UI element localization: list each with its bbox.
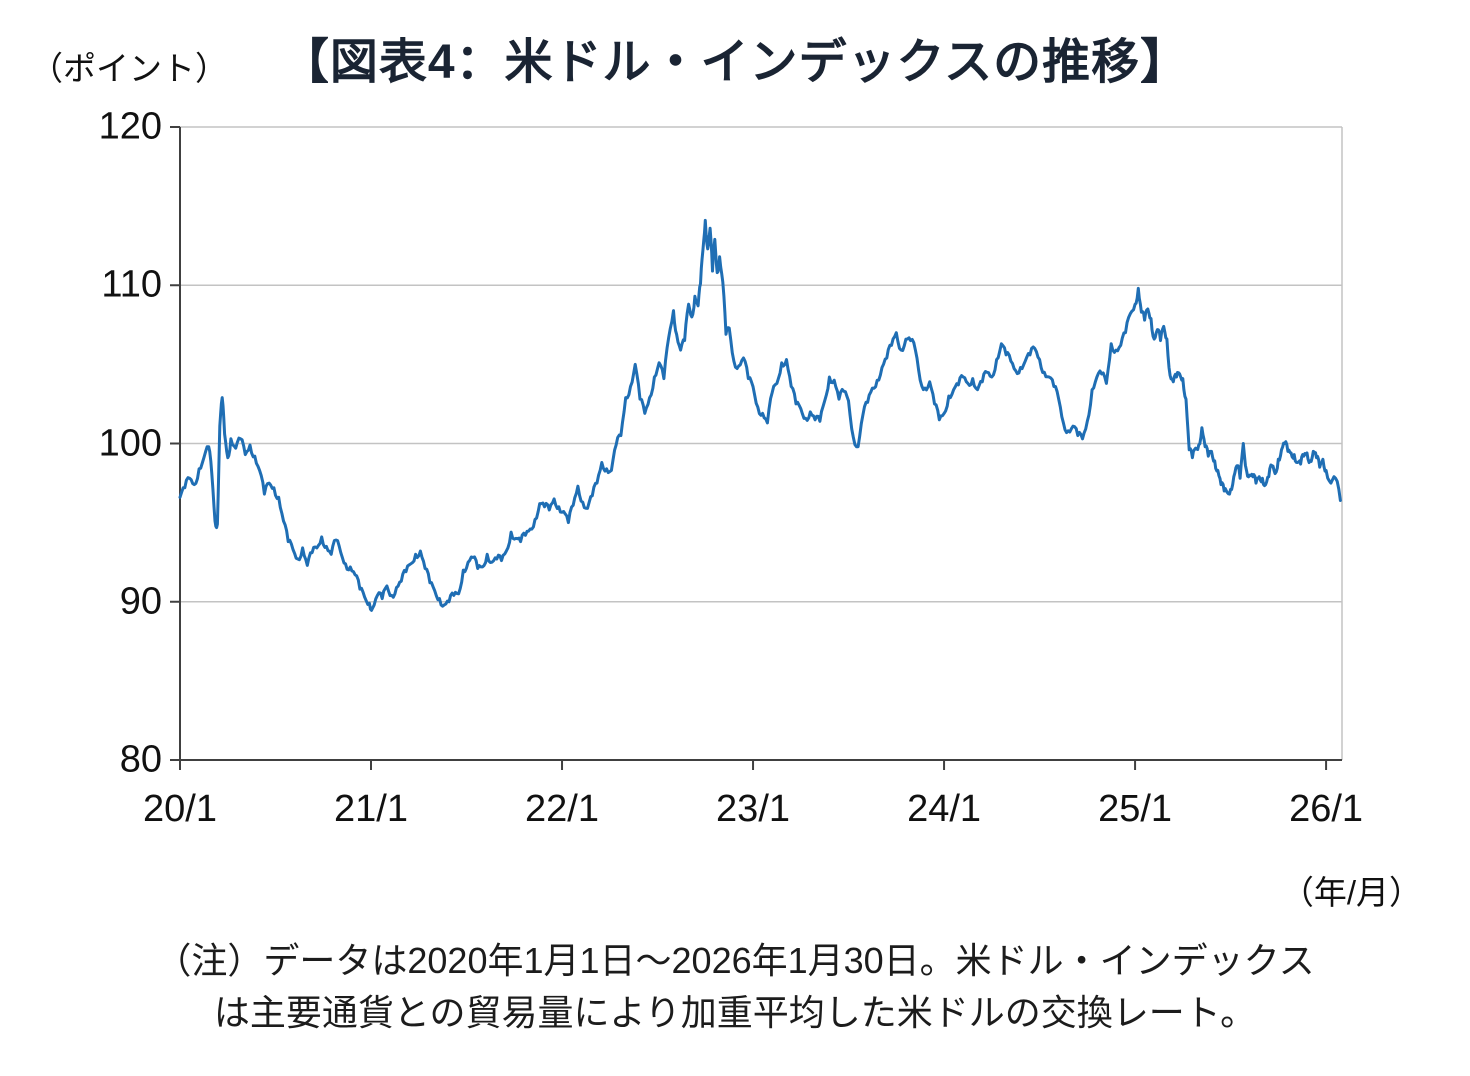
chart-plot-area <box>170 126 1343 770</box>
x-tick-label: 26/1 <box>1289 788 1364 830</box>
y-axis-unit-label: （ポイント） <box>30 50 228 87</box>
y-tick-label: 90 <box>119 580 162 623</box>
plot-svg <box>170 126 1343 770</box>
x-axis-unit-label: （年/月） <box>1280 874 1422 911</box>
x-tick-label: 24/1 <box>907 788 982 830</box>
chart-title: 【図表4：米ドル・インデックスの推移】 <box>280 36 1190 89</box>
x-tick-label: 22/1 <box>525 788 599 830</box>
note-line-1: （注）データは2020年1月1日～2026年1月30日。米ドル・インデックス <box>155 940 1315 981</box>
series-group <box>178 218 1342 612</box>
note-line-2: は主要通貨との貿易量により加重平均した米ドルの交換レート。 <box>213 992 1257 1033</box>
y-tick-label: 110 <box>101 263 162 306</box>
x-tick-label: 23/1 <box>716 788 791 830</box>
y-tick-label: 80 <box>119 738 162 781</box>
x-tick-label: 21/1 <box>334 788 408 830</box>
y-tick-label: 100 <box>98 422 162 464</box>
gridlines-group <box>180 126 1343 760</box>
y-tick-label: 120 <box>98 105 162 148</box>
chart-note: （注）データは2020年1月1日～2026年1月30日。米ドル・インデックス は… <box>0 935 1470 1039</box>
x-tick-label: 25/1 <box>1098 788 1173 830</box>
x-tick-label: 20/1 <box>143 788 217 830</box>
axes-group <box>170 126 1342 770</box>
